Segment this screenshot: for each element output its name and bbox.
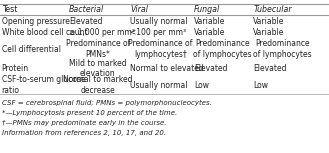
Text: <100 per mm³: <100 per mm³ — [130, 28, 186, 37]
Text: Opening pressure: Opening pressure — [2, 17, 69, 26]
Text: Variable: Variable — [194, 17, 225, 26]
Text: ≥ 1,000 per mm³: ≥ 1,000 per mm³ — [69, 28, 135, 37]
Text: †—PMNs may predominate early in the course.: †—PMNs may predominate early in the cour… — [2, 120, 166, 126]
Text: Variable: Variable — [253, 28, 285, 37]
Text: CSF = cerebrospinal fluid; PMNs = polymorphonucleocytes.: CSF = cerebrospinal fluid; PMNs = polymo… — [2, 100, 212, 106]
Text: Low: Low — [253, 81, 268, 90]
Text: Usually normal: Usually normal — [130, 17, 188, 26]
Text: Usually normal: Usually normal — [130, 81, 188, 90]
Text: Variable: Variable — [253, 17, 285, 26]
Text: Information from references 2, 10, 17, and 20.: Information from references 2, 10, 17, a… — [2, 130, 166, 136]
Text: Fungal: Fungal — [194, 5, 220, 14]
Text: Variable: Variable — [194, 28, 225, 37]
Text: Predominance of
PMNs*: Predominance of PMNs* — [66, 39, 130, 59]
Text: Bacterial: Bacterial — [69, 5, 104, 14]
Text: Predominance
of lymphocytes: Predominance of lymphocytes — [253, 39, 312, 59]
Text: Elevated: Elevated — [253, 64, 287, 73]
Text: White blood cell count: White blood cell count — [2, 28, 87, 37]
Text: Tubecular: Tubecular — [253, 5, 292, 14]
Text: Protein: Protein — [2, 64, 29, 73]
Text: Elevated: Elevated — [194, 64, 228, 73]
Text: Elevated: Elevated — [69, 17, 103, 26]
Text: Low: Low — [194, 81, 209, 90]
Text: Cell differential: Cell differential — [2, 45, 61, 54]
Text: Normal to marked
decrease: Normal to marked decrease — [63, 75, 133, 95]
Text: Predominance of
lymphocytes†: Predominance of lymphocytes† — [128, 39, 192, 59]
Text: Viral: Viral — [130, 5, 148, 14]
Text: Mild to marked
elevation: Mild to marked elevation — [69, 59, 127, 78]
Text: Predominance
of lymphocytes: Predominance of lymphocytes — [193, 39, 251, 59]
Text: CSF-to-serum glucose
ratio: CSF-to-serum glucose ratio — [2, 75, 85, 95]
Text: *—Lymphocytosis present 10 percent of the time.: *—Lymphocytosis present 10 percent of th… — [2, 110, 177, 116]
Text: Normal to elevated: Normal to elevated — [130, 64, 204, 73]
Text: Test: Test — [2, 5, 17, 14]
